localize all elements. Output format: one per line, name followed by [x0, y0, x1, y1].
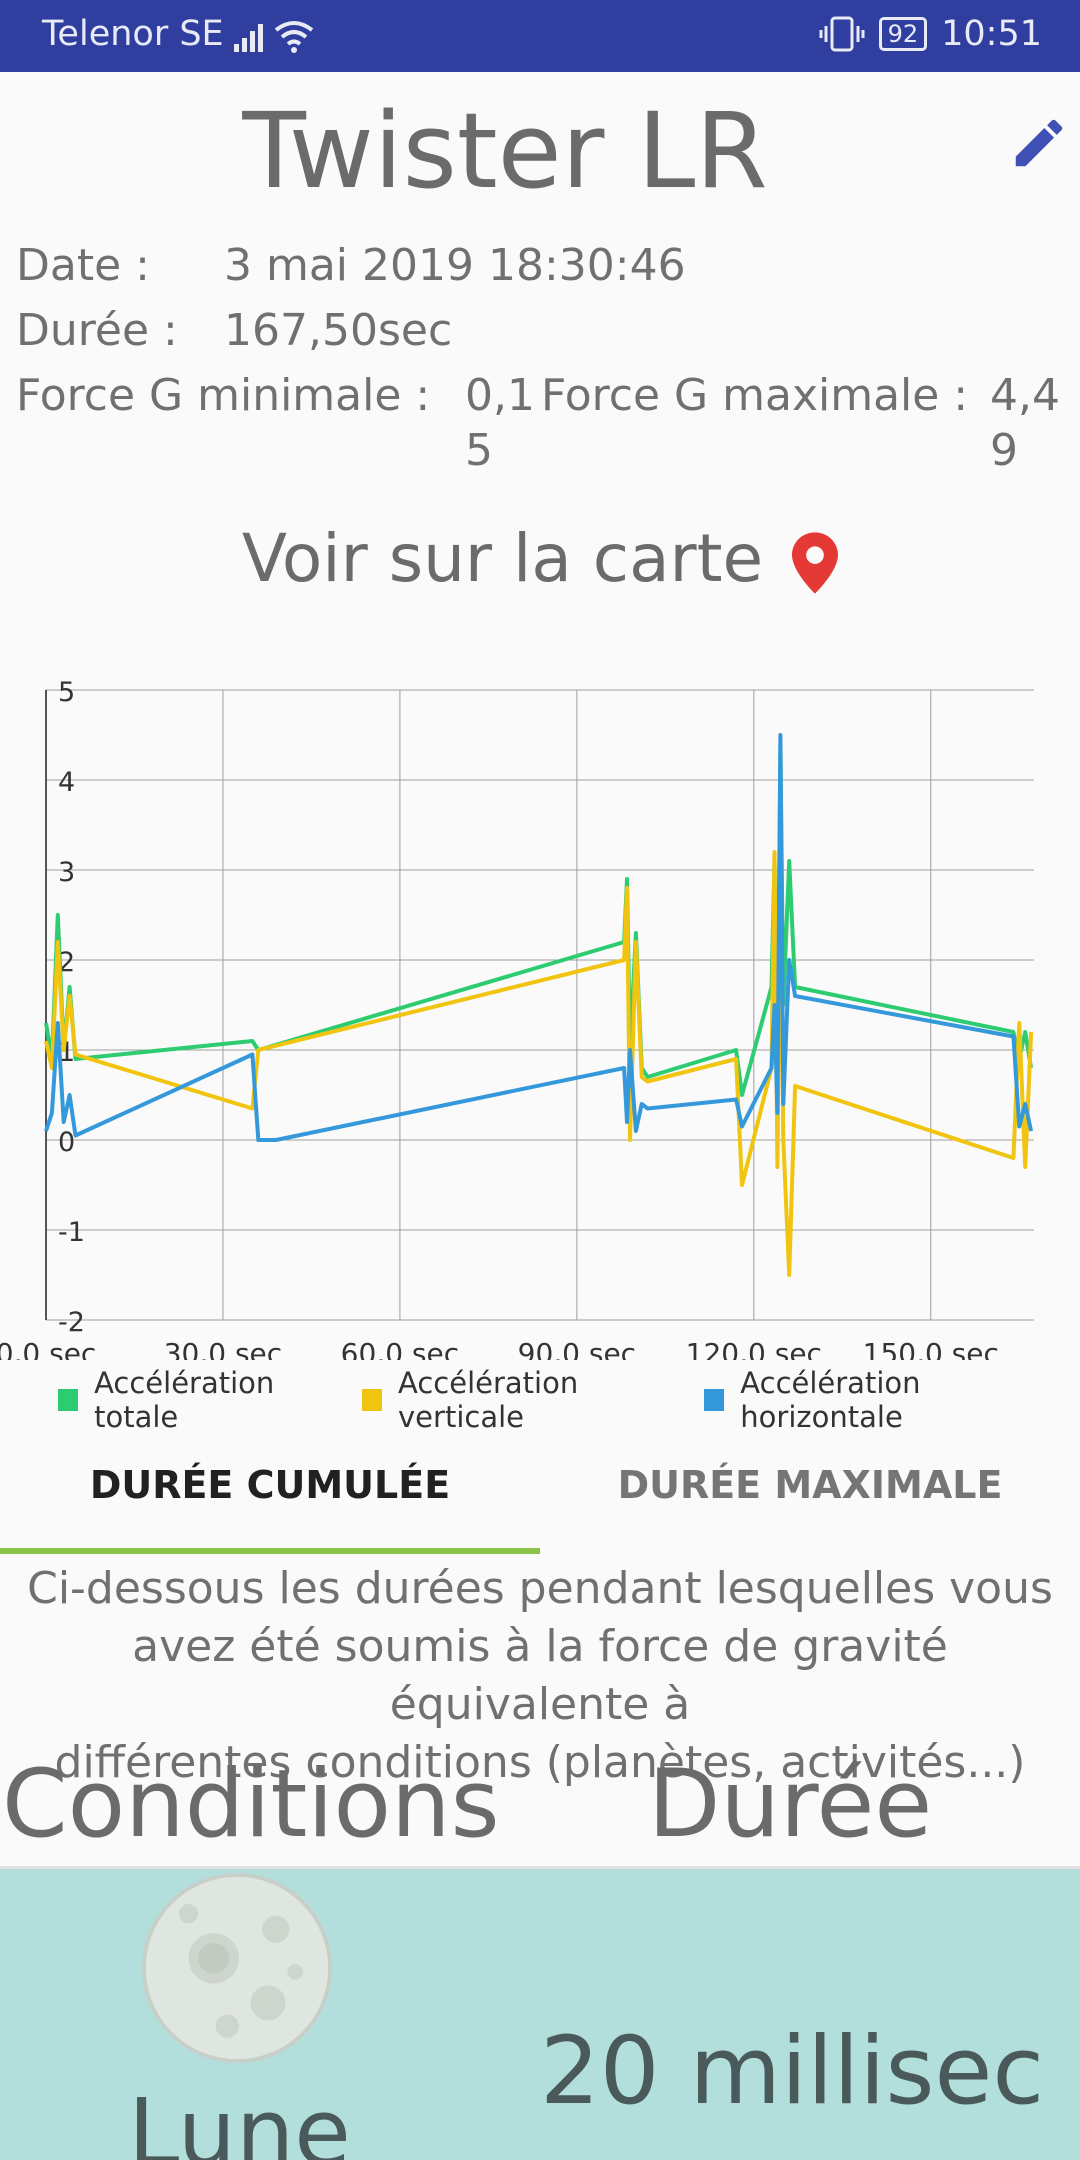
- legend-swatch-horizontal: [704, 1389, 725, 1411]
- description-line-2: avez été soumis à la force de gravité éq…: [132, 1621, 948, 1730]
- tab-maximum[interactable]: DURÉE MAXIMALE: [617, 1463, 1003, 1507]
- y-tick-label: -2: [58, 1307, 85, 1338]
- edit-pencil-icon[interactable]: [1008, 112, 1070, 174]
- legend-swatch-total: [58, 1389, 79, 1411]
- x-tick-label: 90,0 sec: [518, 1337, 636, 1360]
- tab-cumulative[interactable]: DURÉE CUMULÉE: [89, 1463, 451, 1507]
- status-bar: Telenor SE 92 10:51: [0, 0, 1080, 72]
- y-tick-label: -1: [58, 1217, 85, 1248]
- gmin-label: Force G minimale :: [16, 370, 431, 421]
- legend-label-horizontal: Accélération horizontale: [740, 1366, 921, 1434]
- duration-label: Durée :: [16, 305, 178, 356]
- x-tick-label: 30,0 sec: [164, 1337, 282, 1360]
- x-tick-label: 60,0 sec: [341, 1337, 459, 1360]
- x-tick-label: 120,0 sec: [686, 1337, 822, 1360]
- legend-item-total: Accélération totale: [58, 1366, 344, 1434]
- y-tick-label: 0: [58, 1127, 75, 1158]
- duration-tabs: DURÉE CUMULÉE DURÉE MAXIMALE: [0, 1430, 1080, 1554]
- carrier-label: Telenor SE: [42, 14, 224, 54]
- chart-legend: Accélération totale Accélération vertica…: [58, 1366, 1080, 1434]
- battery-indicator: 92: [878, 17, 928, 51]
- date-value: 3 mai 2019 18:30:46: [224, 240, 686, 291]
- description: Ci-dessous les durées pendant lesquelles…: [0, 1560, 1080, 1792]
- condition-name: Lune: [128, 2079, 351, 2160]
- gmax-value-cont: 9: [990, 425, 1018, 476]
- condition-duration: 20 millisec: [540, 2017, 1045, 2126]
- description-line-1: Ci-dessous les durées pendant lesquelles…: [27, 1563, 1053, 1614]
- x-tick-label: 0,0 sec: [0, 1337, 96, 1360]
- map-link[interactable]: Voir sur la carte: [0, 520, 1080, 597]
- series-line-vertical: [44, 850, 1034, 1277]
- y-tick-label: 5: [58, 680, 75, 708]
- gmax-label: Force G maximale :: [541, 370, 969, 421]
- gmin-value-cont: 5: [465, 425, 493, 476]
- ride-title: Twister LR: [242, 90, 768, 212]
- series-line-total: [44, 742, 1034, 1097]
- clock: 10:51: [941, 14, 1042, 54]
- location-pin-icon[interactable]: [792, 532, 839, 594]
- signal-wifi-icon: [234, 21, 314, 53]
- gmin-value: 0,1: [465, 370, 535, 421]
- moon-icon: [141, 1872, 333, 2064]
- y-tick-label: 3: [58, 857, 75, 888]
- legend-item-horizontal: Accélération horizontale: [704, 1366, 1062, 1434]
- column-header-duration: Durée: [648, 1750, 933, 1859]
- legend-label-total: Accélération totale: [94, 1366, 275, 1434]
- column-header-conditions: Conditions: [2, 1750, 500, 1859]
- y-tick-label: 4: [58, 767, 75, 798]
- legend-label-vertical: Accélération verticale: [398, 1366, 579, 1434]
- tab-indicator: [0, 1548, 540, 1554]
- legend-swatch-vertical: [361, 1389, 383, 1411]
- series-line-horizontal: [44, 733, 1034, 1142]
- date-label: Date :: [16, 240, 150, 291]
- gmax-value: 4,4: [990, 370, 1060, 421]
- header-divider: [0, 1866, 1080, 1869]
- table-row[interactable]: Lune 20 millisec: [0, 1869, 1080, 2160]
- vibrate-icon: [819, 16, 865, 52]
- y-tick-label: 2: [58, 947, 75, 978]
- legend-item-vertical: Accélération verticale: [361, 1366, 686, 1434]
- x-tick-label: 150,0 sec: [863, 1337, 999, 1360]
- duration-value: 167,50sec: [224, 305, 453, 356]
- map-link-label[interactable]: Voir sur la carte: [241, 520, 764, 597]
- description-line-3: différentes conditions (planètes, activi…: [54, 1737, 1026, 1788]
